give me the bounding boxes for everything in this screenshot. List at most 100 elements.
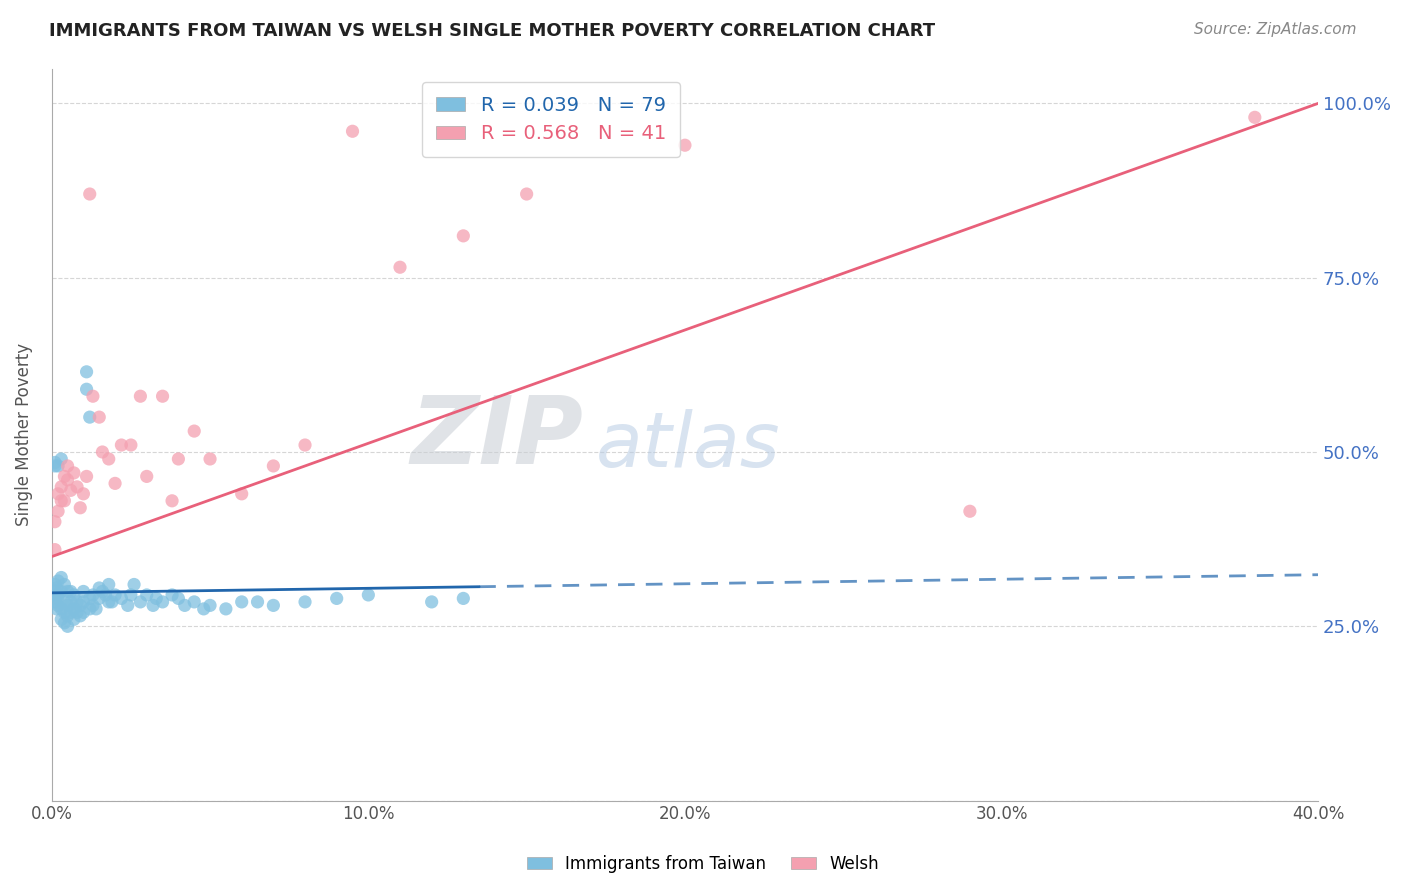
Point bbox=[44, 595, 66, 609]
Point bbox=[51, 493, 73, 508]
Point bbox=[63, 588, 86, 602]
Point bbox=[76, 365, 98, 379]
Point bbox=[59, 606, 82, 620]
Point bbox=[198, 599, 221, 613]
Point bbox=[198, 452, 221, 467]
Point bbox=[82, 588, 104, 602]
Point bbox=[120, 438, 142, 452]
Point bbox=[110, 591, 132, 606]
Point bbox=[79, 187, 101, 202]
Point bbox=[104, 588, 127, 602]
Point bbox=[51, 452, 73, 467]
Point bbox=[59, 483, 82, 498]
Point bbox=[53, 469, 76, 483]
Point bbox=[325, 591, 347, 606]
Point bbox=[82, 389, 104, 403]
Point bbox=[167, 452, 190, 467]
Point bbox=[53, 493, 76, 508]
Point bbox=[160, 493, 183, 508]
Point bbox=[53, 615, 76, 630]
Point bbox=[193, 602, 215, 616]
Point bbox=[135, 469, 157, 483]
Point bbox=[45, 602, 67, 616]
Point bbox=[97, 452, 120, 467]
Point bbox=[56, 608, 79, 623]
Point bbox=[45, 581, 67, 595]
Point bbox=[89, 591, 111, 606]
Point bbox=[97, 595, 120, 609]
Legend: Immigrants from Taiwan, Welsh: Immigrants from Taiwan, Welsh bbox=[520, 848, 886, 880]
Point bbox=[342, 124, 364, 138]
Text: Source: ZipAtlas.com: Source: ZipAtlas.com bbox=[1194, 22, 1357, 37]
Point bbox=[51, 570, 73, 584]
Point bbox=[231, 595, 253, 609]
Point bbox=[44, 458, 66, 473]
Point bbox=[84, 602, 107, 616]
Point bbox=[72, 584, 94, 599]
Point bbox=[79, 591, 101, 606]
Point bbox=[82, 599, 104, 613]
Legend: R = 0.039   N = 79, R = 0.568   N = 41: R = 0.039 N = 79, R = 0.568 N = 41 bbox=[422, 82, 679, 157]
Point bbox=[44, 455, 66, 469]
Point bbox=[79, 602, 101, 616]
Point bbox=[215, 602, 238, 616]
Point bbox=[69, 599, 91, 613]
Point bbox=[129, 389, 152, 403]
Point bbox=[673, 138, 696, 153]
Point bbox=[44, 577, 66, 591]
Point bbox=[76, 382, 98, 396]
Point bbox=[76, 469, 98, 483]
Point bbox=[453, 591, 475, 606]
Point bbox=[420, 595, 443, 609]
Point bbox=[56, 619, 79, 633]
Point bbox=[53, 606, 76, 620]
Point bbox=[183, 424, 205, 438]
Point bbox=[72, 606, 94, 620]
Point bbox=[53, 577, 76, 591]
Point bbox=[63, 466, 86, 480]
Point bbox=[46, 487, 69, 501]
Text: ZIP: ZIP bbox=[411, 392, 583, 484]
Point bbox=[44, 584, 66, 599]
Point bbox=[51, 602, 73, 616]
Point bbox=[63, 612, 86, 626]
Point bbox=[72, 595, 94, 609]
Point bbox=[453, 228, 475, 243]
Point bbox=[51, 480, 73, 494]
Point bbox=[388, 260, 411, 275]
Point bbox=[294, 595, 316, 609]
Point bbox=[129, 595, 152, 609]
Point bbox=[89, 410, 111, 425]
Point bbox=[46, 591, 69, 606]
Point bbox=[516, 187, 538, 202]
Point bbox=[56, 473, 79, 487]
Point bbox=[56, 584, 79, 599]
Y-axis label: Single Mother Poverty: Single Mother Poverty bbox=[15, 343, 32, 526]
Point bbox=[44, 542, 66, 557]
Point bbox=[262, 458, 284, 473]
Point bbox=[122, 577, 145, 591]
Point bbox=[51, 612, 73, 626]
Text: atlas: atlas bbox=[596, 409, 780, 483]
Text: IMMIGRANTS FROM TAIWAN VS WELSH SINGLE MOTHER POVERTY CORRELATION CHART: IMMIGRANTS FROM TAIWAN VS WELSH SINGLE M… bbox=[49, 22, 935, 40]
Point bbox=[59, 584, 82, 599]
Point bbox=[152, 389, 174, 403]
Point bbox=[46, 588, 69, 602]
Point bbox=[91, 584, 114, 599]
Point bbox=[94, 588, 117, 602]
Point bbox=[66, 480, 89, 494]
Point bbox=[69, 608, 91, 623]
Point bbox=[51, 584, 73, 599]
Point bbox=[120, 588, 142, 602]
Point bbox=[160, 588, 183, 602]
Point bbox=[46, 458, 69, 473]
Point bbox=[59, 595, 82, 609]
Point bbox=[56, 458, 79, 473]
Point bbox=[44, 515, 66, 529]
Point bbox=[42, 588, 65, 602]
Point bbox=[959, 504, 981, 518]
Point bbox=[294, 438, 316, 452]
Point bbox=[135, 588, 157, 602]
Point bbox=[1243, 111, 1265, 125]
Point bbox=[262, 599, 284, 613]
